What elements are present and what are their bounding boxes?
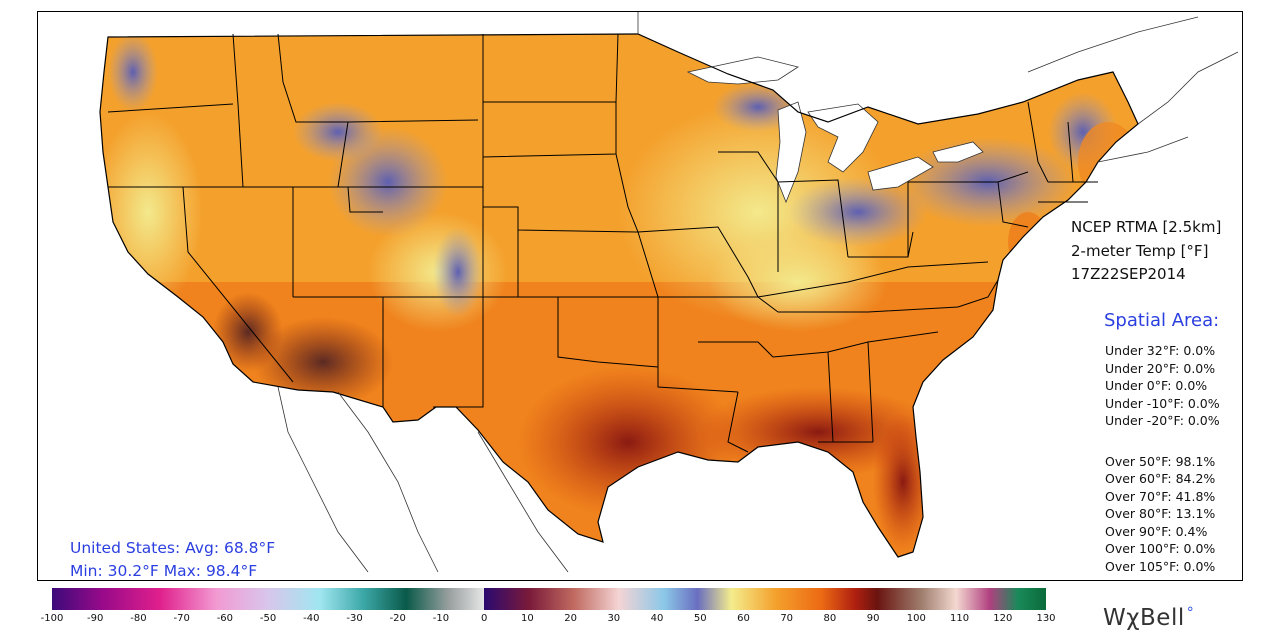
colorbar-tick-label: -70 — [173, 613, 190, 624]
summary-min-max: Min: 30.2°F Max: 98.4°F — [70, 562, 258, 580]
colorbar-tick-label: 10 — [521, 613, 534, 624]
stat-over-70: Over 70°F: 41.8% — [1105, 489, 1216, 504]
summary-average: United States: Avg: 68.8°F — [70, 539, 276, 557]
colorbar-tick-label: 110 — [950, 613, 970, 624]
map-canvas — [99, 12, 1239, 573]
brand-text: WχBell — [1103, 605, 1185, 631]
stat-under-minus10: Under -10°F: 0.0% — [1105, 396, 1220, 411]
colorbar-tick-label: -90 — [87, 613, 104, 624]
colorbar-tick-label: -30 — [346, 613, 363, 624]
wxbell-logo: WχBell ° — [1103, 605, 1194, 631]
stat-under-32: Under 32°F: 0.0% — [1105, 343, 1216, 358]
stat-over-90: Over 90°F: 0.4% — [1105, 524, 1208, 539]
colorbar-tick-label: 60 — [737, 613, 750, 624]
stat-over-105: Over 105°F: 0.0% — [1105, 559, 1216, 574]
colorbar-tick-label: -100 — [40, 613, 64, 624]
colorbar-tick-label: 120 — [993, 613, 1013, 624]
stat-under-minus20: Under -20°F: 0.0% — [1105, 413, 1220, 428]
colorbar-tick-label: 70 — [780, 613, 794, 624]
colorbar-tick-label: 0 — [480, 613, 488, 624]
stat-under-20: Under 20°F: 0.0% — [1105, 361, 1216, 376]
stat-over-80: Over 80°F: 13.1% — [1105, 506, 1216, 521]
product-variable: 2-meter Temp [°F] — [1071, 242, 1209, 260]
temperature-colorbar — [52, 588, 1046, 610]
temperature-map — [37, 11, 1243, 581]
colorbar-tick-label: -40 — [303, 613, 320, 624]
product-valid-time: 17Z22SEP2014 — [1071, 265, 1186, 283]
product-source: NCEP RTMA [2.5km] — [1071, 218, 1222, 236]
stat-over-60: Over 60°F: 84.2% — [1105, 471, 1216, 486]
colorbar-tick-label: -60 — [216, 613, 234, 624]
spatial-area-title: Spatial Area: — [1104, 310, 1220, 331]
stat-over-100: Over 100°F: 0.0% — [1105, 541, 1216, 556]
colorbar-tick-label: 80 — [823, 613, 837, 624]
colorbar-tick-label: 20 — [564, 613, 577, 624]
colorbar-tick-label: -20 — [389, 613, 406, 624]
colorbar-tick-label: 130 — [1036, 613, 1056, 624]
brand-dot: ° — [1186, 605, 1195, 621]
stat-over-50: Over 50°F: 98.1% — [1105, 454, 1216, 469]
neighbor-borders — [277, 12, 1239, 573]
colorbar-tick-label: -10 — [432, 613, 450, 624]
colorbar-tick-label: 100 — [906, 613, 926, 624]
colorbar-tick-label: 40 — [650, 613, 664, 624]
colorbar-tick-label: 50 — [693, 613, 707, 624]
stat-under-0: Under 0°F: 0.0% — [1105, 378, 1208, 393]
state-borders — [107, 33, 1098, 453]
colorbar-tick-label: -50 — [259, 613, 277, 624]
colorbar-tick-label: 90 — [866, 613, 880, 624]
colorbar-tick-label: 30 — [607, 613, 621, 624]
colorbar-tick-label: -80 — [130, 613, 147, 624]
